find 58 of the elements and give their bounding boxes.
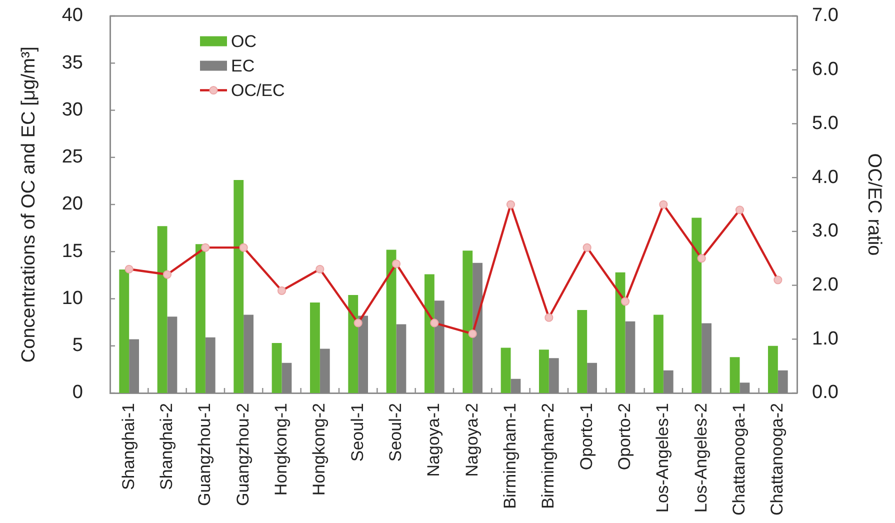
x-tick-label: Nagoya-2 (462, 403, 482, 477)
x-tick-label: Hongkong-1 (271, 403, 290, 496)
bar (500, 348, 511, 393)
x-tick-label: Guangzhou-2 (233, 403, 252, 506)
y-tick-label: 20 (62, 194, 83, 215)
bar (348, 294, 358, 393)
x-tick-label: Oporto-2 (614, 403, 634, 470)
legend-label: OC (231, 32, 256, 51)
y-tick-label: 10 (62, 288, 83, 309)
y-tick-label: 40 (62, 5, 83, 26)
bar (234, 180, 244, 393)
y-tick-label: 5 (72, 335, 83, 356)
y2-tick-label: 7.0 (812, 5, 838, 26)
y2-tick-label: 3.0 (812, 220, 838, 242)
y2-tick-label: 0.0 (812, 382, 838, 404)
y2-axis-title: OC/EC ratio (863, 153, 884, 256)
y-tick-label: 35 (62, 52, 83, 74)
bar (195, 244, 206, 393)
bar (272, 343, 282, 393)
bar (577, 310, 588, 393)
y2-tick-label: 1.0 (812, 328, 838, 350)
bar (538, 350, 549, 393)
bar (424, 274, 434, 393)
x-tick-label: Birmingham-2 (538, 403, 558, 509)
y2-tick-label: 5.0 (812, 112, 838, 134)
x-tick-label: Los-Angeles-1 (653, 403, 672, 513)
x-tick-label: Hongkong-2 (310, 403, 329, 496)
y-tick-label: 30 (62, 99, 83, 120)
x-tick-label: Los-Angeles-2 (691, 403, 710, 513)
y2-tick-label: 2.0 (812, 274, 838, 296)
x-tick-label: Seoul-1 (348, 403, 367, 462)
bar (386, 250, 396, 393)
y-tick-label: 15 (62, 240, 83, 262)
bar (615, 272, 626, 393)
x-tick-label: Shanghai-1 (118, 403, 138, 490)
bar (653, 314, 664, 393)
bar (768, 346, 778, 393)
x-tick-label: Guangzhou-1 (195, 403, 214, 506)
x-tick-label: Nagoya-1 (424, 403, 444, 477)
x-tick-label: Seoul-2 (386, 403, 405, 462)
y-axis-title: Concentrations of OC and EC [μg/m³] (18, 46, 40, 363)
y-tick-label: 0 (72, 382, 83, 404)
x-tick-label: Oporto-1 (576, 403, 596, 470)
bar (692, 218, 702, 393)
bar (119, 270, 130, 393)
x-tick-label: Shanghai-2 (156, 403, 176, 490)
bar (730, 357, 740, 393)
bar (462, 250, 473, 393)
x-tick-label: Chattanooga-2 (768, 403, 787, 516)
legend-label: EC (231, 56, 255, 76)
bar (310, 302, 320, 393)
legend-label: OC/EC (231, 80, 285, 100)
y2-tick-label: 6.0 (812, 59, 838, 80)
y2-tick-label: 4.0 (812, 166, 838, 188)
x-tick-label: Birmingham-1 (500, 403, 520, 509)
bar (157, 226, 168, 393)
y-tick-label: 25 (62, 146, 83, 168)
x-tick-label: Chattanooga-1 (729, 403, 748, 516)
